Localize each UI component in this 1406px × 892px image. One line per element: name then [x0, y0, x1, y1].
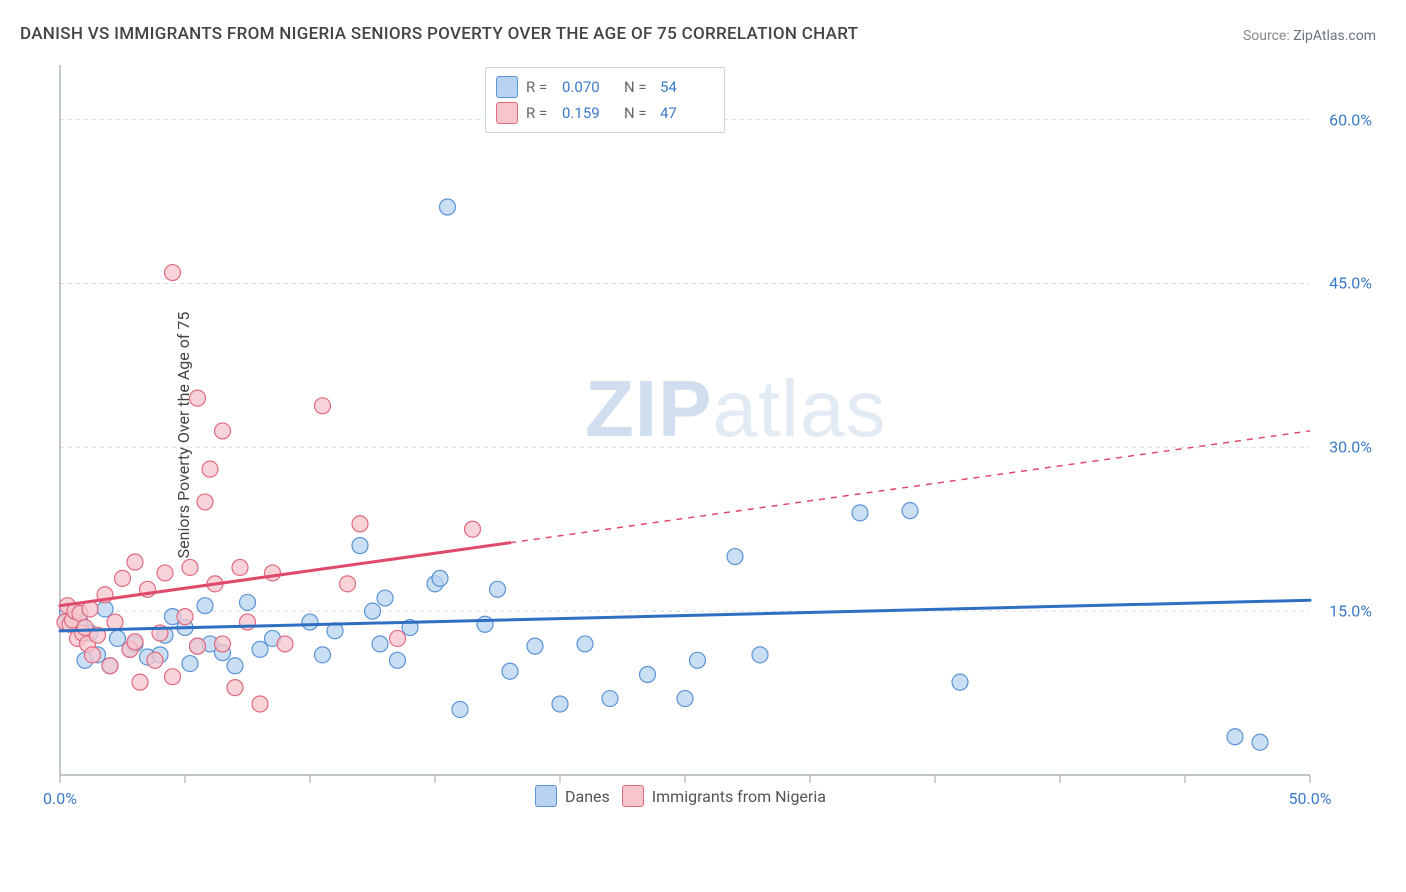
chart-svg — [50, 55, 1380, 815]
source-link[interactable]: ZipAtlas.com — [1293, 28, 1376, 44]
correlation-stats-box: R = 0.070 N = 54 R = 0.159 N = 47 — [485, 67, 725, 133]
stat-n-value: 54 — [660, 78, 714, 96]
stat-n-label: N = — [624, 104, 652, 122]
stat-r-value: 0.070 — [562, 78, 616, 96]
legend-swatch — [535, 785, 557, 807]
stats-row: R = 0.070 N = 54 — [496, 74, 714, 100]
stat-r-label: R = — [526, 78, 554, 96]
scatter-plot: Seniors Poverty Over the Age of 75 ZIPat… — [50, 55, 1380, 815]
x-tick-label: 0.0% — [43, 789, 77, 808]
y-tick-label: 30.0% — [1329, 438, 1372, 457]
legend-label: Danes — [565, 787, 610, 806]
legend-item: Immigrants from Nigeria — [622, 785, 826, 807]
chart-title: DANISH VS IMMIGRANTS FROM NIGERIA SENIOR… — [20, 24, 858, 44]
y-axis-label: Seniors Poverty Over the Age of 75 — [174, 312, 193, 559]
stat-r-value: 0.159 — [562, 104, 616, 122]
legend-swatch — [496, 76, 518, 98]
stat-n-label: N = — [624, 78, 652, 96]
source-attribution: Source: ZipAtlas.com — [1243, 28, 1376, 44]
legend-item: Danes — [535, 785, 610, 807]
stat-r-label: R = — [526, 104, 554, 122]
legend-swatch — [622, 785, 644, 807]
stat-n-value: 47 — [660, 104, 714, 122]
stats-row: R = 0.159 N = 47 — [496, 100, 714, 126]
y-tick-label: 45.0% — [1329, 274, 1372, 293]
y-tick-label: 15.0% — [1329, 602, 1372, 621]
y-tick-label: 60.0% — [1329, 110, 1372, 129]
source-label: Source: — [1243, 28, 1290, 44]
x-tick-label: 50.0% — [1289, 789, 1332, 808]
legend-label: Immigrants from Nigeria — [652, 787, 826, 806]
series-legend: Danes Immigrants from Nigeria — [535, 785, 826, 807]
legend-swatch — [496, 102, 518, 124]
